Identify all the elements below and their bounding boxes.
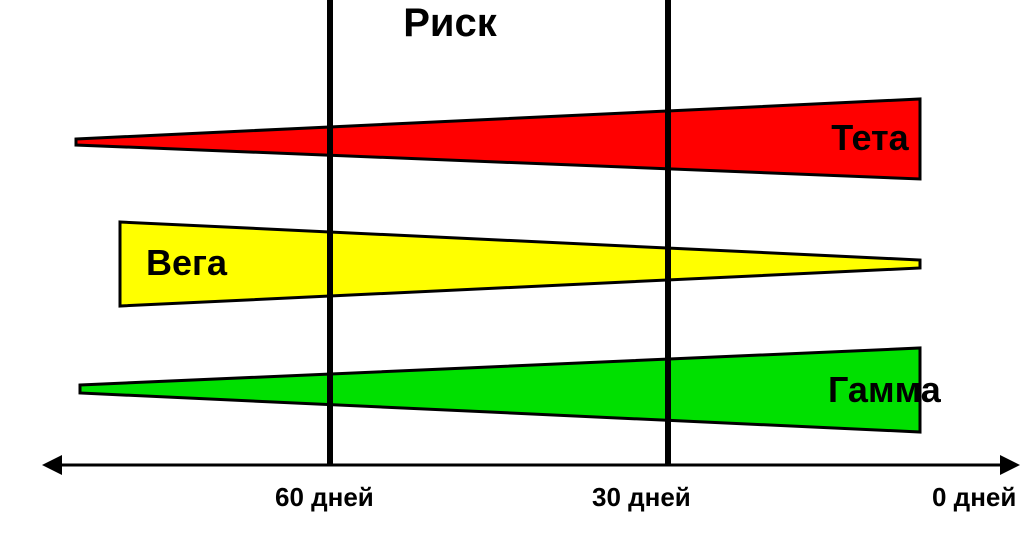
tick-60: 60 дней (275, 482, 374, 512)
tick-30: 30 дней (592, 482, 691, 512)
wedge-theta (76, 99, 920, 179)
x-axis-arrow-right (1000, 455, 1020, 475)
diagram-svg: Риск Тета Вега Гамма 60 дней 30 дней 0 д… (0, 0, 1031, 537)
wedge-vega (120, 222, 920, 306)
label-theta: Тета (831, 117, 909, 158)
label-gamma: Гамма (828, 369, 942, 410)
label-vega: Вега (146, 242, 228, 283)
page-title: Риск (403, 1, 498, 45)
wedge-gamma (80, 348, 920, 432)
x-axis-arrow-left (42, 455, 62, 475)
tick-0: 0 дней (932, 482, 1016, 512)
